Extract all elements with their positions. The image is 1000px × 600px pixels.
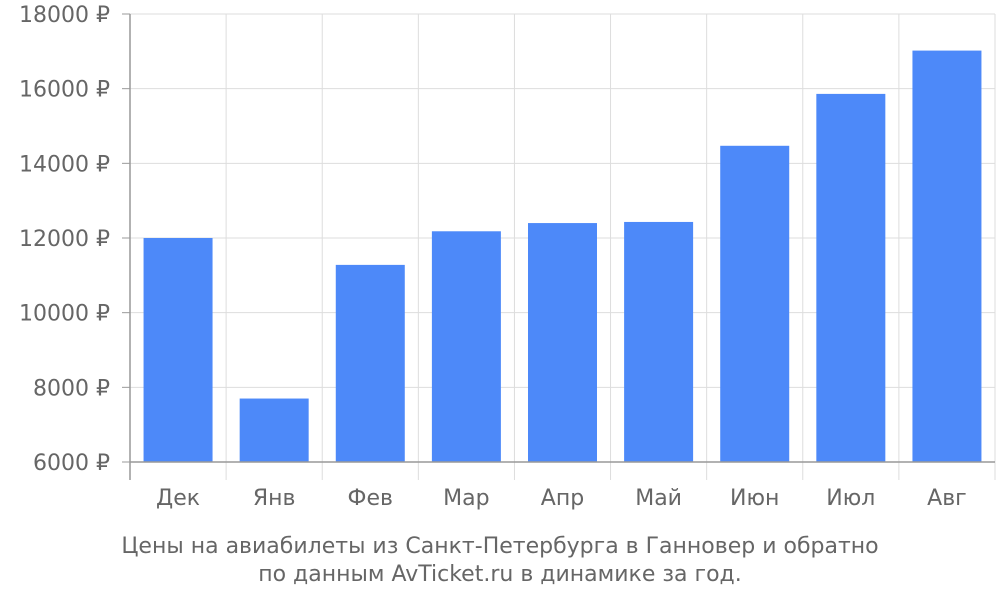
bar-1	[143, 238, 213, 462]
axes	[122, 13, 996, 480]
price-bar-chart: 6000 ₽ 8000 ₽ 10000 ₽ 12000 ₽ 14000 ₽ 16000 ₽…	[19, 3, 996, 511]
bar-2	[239, 398, 309, 462]
y-tick-label: 14000 ₽	[19, 152, 110, 177]
bar-3	[335, 264, 405, 462]
x-tick-label: Дек	[156, 486, 200, 511]
x-tick-label: Июн	[730, 486, 779, 511]
x-tick-label: Июл	[826, 486, 875, 511]
x-tick-label: Янв	[253, 486, 296, 511]
x-tick-label: Авг	[927, 486, 967, 511]
chart-caption-line-2: по данным AvTicket.ru в динамике за год.	[258, 562, 742, 587]
x-tick-label: Мар	[443, 486, 489, 511]
bar-5	[528, 223, 597, 462]
bar-4	[431, 231, 501, 462]
x-tick-label: Фев	[348, 486, 393, 511]
y-tick-label: 6000 ₽	[33, 451, 110, 476]
y-tick-label: 16000 ₽	[19, 78, 110, 103]
chart-caption-line-1: Цены на авиабилеты из Санкт-Петербурга в…	[121, 534, 879, 559]
x-tick-label: Апр	[541, 486, 584, 511]
y-axis-tick-labels: 6000 ₽ 8000 ₽ 10000 ₽ 12000 ₽ 14000 ₽ 16000 ₽…	[19, 3, 110, 476]
bar-7	[720, 145, 790, 462]
x-tick-label: Май	[635, 486, 682, 511]
x-axis-tick-labels: Дек Янв Фев Мар Апр Май Июн Июл Авг	[156, 486, 967, 511]
y-tick-label: 10000 ₽	[19, 302, 110, 327]
y-tick-label: 18000 ₽	[19, 3, 110, 28]
y-tick-label: 12000 ₽	[19, 227, 110, 252]
bar-8	[816, 93, 886, 462]
bars	[143, 50, 982, 462]
grid-lines	[130, 13, 996, 463]
bar-6	[624, 221, 694, 462]
bar-9	[912, 50, 982, 462]
y-tick-label: 8000 ₽	[33, 376, 110, 401]
